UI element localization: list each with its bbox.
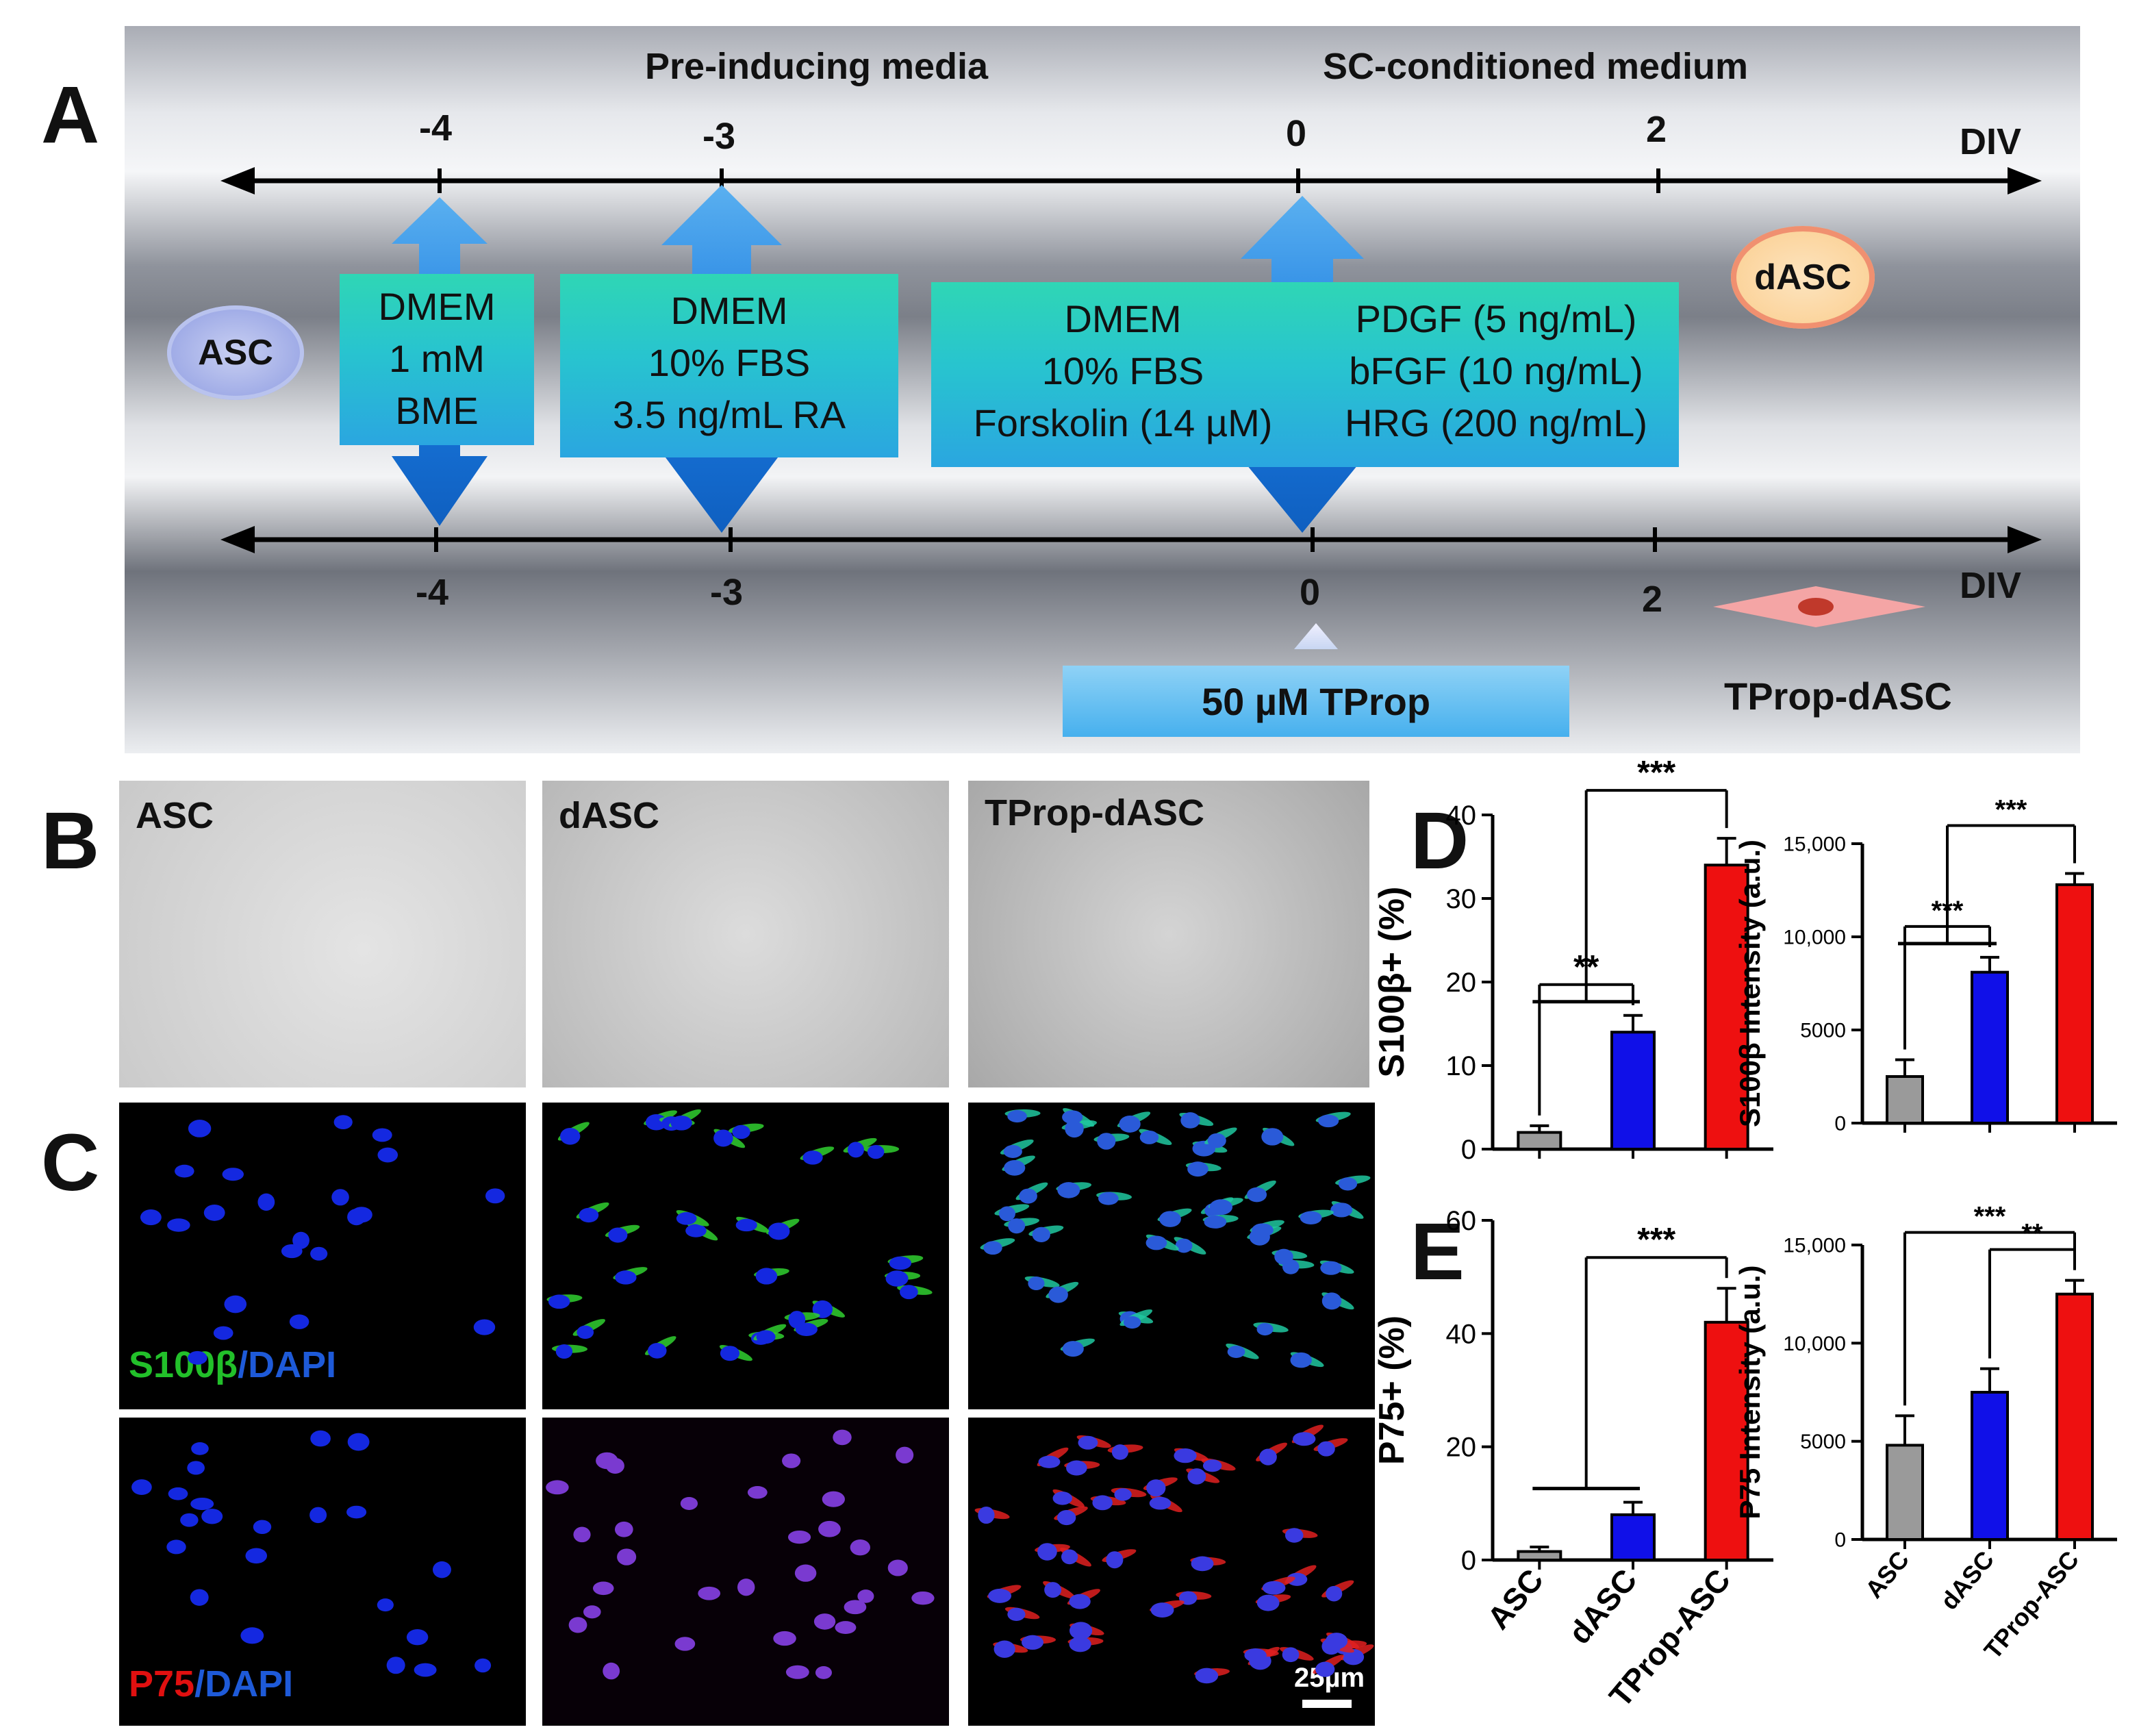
- panel-letter-a: A: [41, 70, 100, 160]
- box1-line3: BME: [395, 389, 479, 432]
- significance-label: ***: [1637, 755, 1675, 791]
- media-box-ra: DMEM 10% FBS 3.5 ng/mL RA: [560, 274, 898, 457]
- category-label: ASC: [1480, 1562, 1550, 1636]
- significance-label: ***: [1995, 795, 2027, 825]
- category-label: dASC: [1561, 1562, 1643, 1650]
- y-tick-label: 0: [1461, 1546, 1476, 1576]
- y-tick-label: 0: [1461, 1135, 1476, 1165]
- y-tick-label: 10: [1446, 1051, 1477, 1081]
- bottom-tick-minus3: -3: [710, 572, 744, 613]
- bottom-tick-minus4: -4: [416, 572, 449, 613]
- bar-asc: [1886, 1444, 1924, 1541]
- top-tick-0: 0: [1286, 113, 1307, 154]
- top-axis-right-arrowhead: [2008, 167, 2042, 194]
- pre-inducing-header: Pre-inducing media: [645, 46, 989, 87]
- y-axis-label: S100β+ (%): [1372, 887, 1412, 1078]
- category-label: ASC: [1860, 1546, 1914, 1604]
- bar-asc: [1517, 1131, 1562, 1150]
- p75-asc-image: P75/DAPI: [119, 1418, 526, 1726]
- top-axis-label: DIV: [1960, 121, 2022, 162]
- y-axis-label: P75+ (%): [1372, 1316, 1412, 1465]
- brightfield-asc-image: ASC: [119, 781, 526, 1087]
- box1-line2: 1 mM: [389, 337, 485, 380]
- box3-right-line2: bFGF (10 ng/mL): [1349, 349, 1643, 392]
- p75-dapi-label: P75/DAPI: [129, 1663, 294, 1704]
- bar-dasc: [1610, 1513, 1656, 1562]
- panel-letter-d: D: [1410, 796, 1469, 886]
- top-tick-minus4: -4: [419, 108, 453, 149]
- y-tick-label: 10,000: [1783, 927, 1846, 949]
- bar-tprop-asc: [2055, 1292, 2094, 1541]
- y-tick-label: 30: [1446, 884, 1477, 914]
- panel-letter-c: C: [41, 1118, 100, 1208]
- bar-tprop-asc: [1704, 1320, 1749, 1562]
- bar-tprop-asc: [2055, 883, 2094, 1124]
- box2-line2: 10% FBS: [648, 341, 811, 384]
- tprop-box: 50 µM TProp: [1063, 666, 1569, 737]
- y-tick-label: 40: [1446, 1319, 1477, 1349]
- significance-label: ***: [1974, 1202, 2006, 1232]
- y-tick-label: 20: [1446, 968, 1477, 998]
- brightfield-dasc-image: dASC: [542, 781, 949, 1087]
- brightfield-dasc-label: dASC: [559, 795, 659, 836]
- box3-left-line1: DMEM: [1064, 297, 1182, 340]
- asc-cell-icon: ASC: [167, 305, 304, 400]
- y-tick-label: 10,000: [1783, 1333, 1846, 1355]
- top-tick-2: 2: [1646, 109, 1667, 150]
- y-axis-label: S100β Intensity (a.u.): [1734, 840, 1766, 1127]
- y-tick-label: 0: [1834, 1113, 1846, 1135]
- media-box-bme: DMEM 1 mM BME: [340, 274, 534, 445]
- bottom-axis-label: DIV: [1960, 565, 2022, 606]
- bar-asc: [1517, 1550, 1562, 1562]
- brightfield-asc-label: ASC: [136, 795, 214, 836]
- panel-letter-e: E: [1410, 1207, 1465, 1297]
- box1-line1: DMEM: [378, 285, 496, 328]
- bottom-tick-0: 0: [1300, 572, 1321, 613]
- tprop-dasc-label: TProp-dASC: [1724, 675, 1952, 718]
- bottom-tick-2: 2: [1642, 579, 1663, 620]
- box3-right-line1: PDGF (5 ng/mL): [1355, 297, 1637, 340]
- top-axis-left-arrowhead: [220, 167, 255, 194]
- bottom-axis-left-arrowhead: [220, 526, 255, 553]
- y-axis-label: P75 Intensity (a.u.): [1734, 1265, 1766, 1519]
- tprop-up-arrow: [1294, 623, 1338, 649]
- y-tick-label: 60: [1446, 1206, 1477, 1236]
- box3-left-line2: 10% FBS: [1041, 349, 1204, 392]
- top-tick-minus3: -3: [703, 116, 736, 157]
- panel-letter-b: B: [41, 796, 100, 886]
- brightfield-tprop-dasc-image: TProp-dASC: [968, 781, 1369, 1087]
- y-tick-label: 5000: [1800, 1020, 1846, 1042]
- dasc-cell-icon: dASC: [1731, 226, 1875, 329]
- box2-line1: DMEM: [670, 289, 788, 332]
- timeline-panel: Pre-inducing media SC-conditioned medium: [125, 26, 2080, 753]
- significance-label: ***: [1637, 1222, 1675, 1258]
- box2-line3: 3.5 ng/mL RA: [612, 393, 846, 436]
- y-tick-label: 40: [1446, 801, 1477, 831]
- bar-dasc: [1971, 1391, 2009, 1541]
- y-tick-label: 20: [1446, 1433, 1477, 1463]
- media-box-sc-conditioned: DMEM 10% FBS Forskolin (14 µM) PDGF (5 n…: [931, 282, 1679, 467]
- box3-left-line3: Forskolin (14 µM): [973, 401, 1273, 444]
- box3-right-line3: HRG (200 ng/mL): [1345, 401, 1647, 444]
- scale-bar: [1302, 1700, 1352, 1708]
- bottom-axis-right-arrowhead: [2008, 526, 2042, 553]
- brightfield-tprop-dasc-label: TProp-dASC: [985, 792, 1204, 833]
- bar-dasc: [1971, 970, 2009, 1125]
- y-tick-label: 0: [1834, 1529, 1846, 1552]
- sc-conditioned-header: SC-conditioned medium: [1323, 46, 1748, 87]
- y-tick-label: 15,000: [1783, 833, 1846, 856]
- y-tick-label: 15,000: [1783, 1235, 1846, 1257]
- bar-asc: [1886, 1075, 1924, 1124]
- bar-tprop-asc: [1704, 864, 1749, 1150]
- category-label: dASC: [1935, 1546, 1999, 1615]
- y-tick-label: 5000: [1800, 1431, 1846, 1453]
- s100b-dapi-label: S100β/DAPI: [129, 1344, 337, 1385]
- significance-label: **: [2021, 1219, 2043, 1249]
- bar-dasc: [1610, 1031, 1656, 1150]
